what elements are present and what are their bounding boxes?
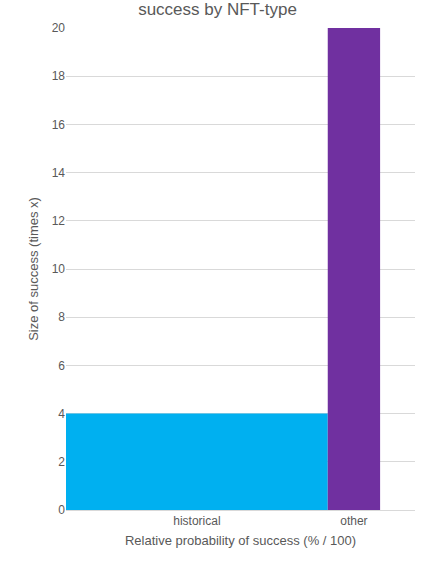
svg-text:success by NFT-type: success by NFT-type [138, 0, 297, 19]
svg-text:20: 20 [52, 21, 66, 35]
svg-text:10: 10 [52, 262, 66, 276]
svg-text:Size of success (times x): Size of success (times x) [26, 197, 41, 341]
svg-text:other: other [340, 514, 367, 528]
svg-text:historical: historical [173, 514, 220, 528]
svg-text:18: 18 [52, 69, 66, 83]
svg-text:6: 6 [58, 359, 65, 373]
svg-text:4: 4 [58, 407, 65, 421]
svg-text:16: 16 [52, 118, 66, 132]
svg-text:2: 2 [58, 455, 65, 469]
svg-text:14: 14 [52, 166, 66, 180]
svg-text:0: 0 [58, 503, 65, 517]
svg-text:Relative probability of succes: Relative probability of success (% / 100… [125, 533, 356, 548]
svg-text:8: 8 [58, 310, 65, 324]
svg-text:12: 12 [52, 214, 66, 228]
